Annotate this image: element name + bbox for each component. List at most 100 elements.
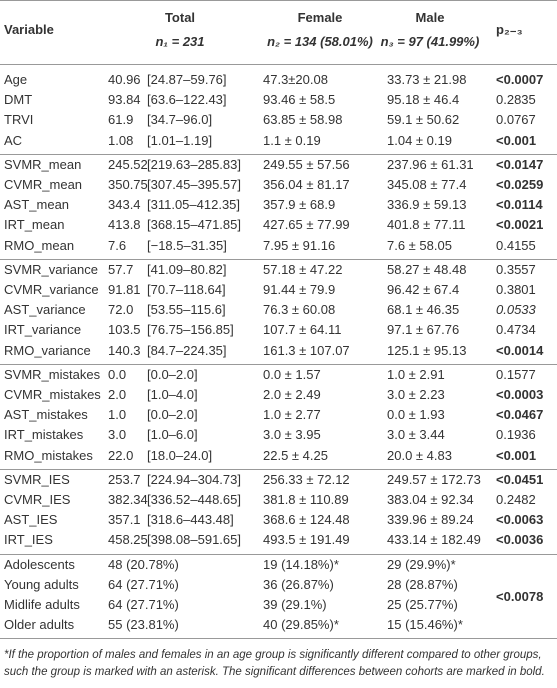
cell: 1.08 (108, 132, 134, 148)
cell: 1.1 ± 0.19 (263, 132, 321, 148)
cell: [311.05–412.35] (147, 197, 241, 213)
cell: 3.0 ± 2.23 (387, 387, 445, 402)
variable-name: AST_mean (4, 197, 70, 213)
cell: 68.1 ± 46.35 (387, 302, 460, 318)
cell: [336.52–448.65] (147, 492, 241, 507)
variable-name: Young adults (4, 576, 79, 592)
cell: 249.57 ± 172.73 (387, 471, 481, 487)
cell: 401.8 ± 77.11 (387, 217, 466, 233)
rule (0, 153, 557, 155)
cell: [−18.5–31.35] (147, 237, 227, 253)
cell: 1.0 ± 2.77 (263, 407, 321, 423)
cell: [63.6–122.43] (147, 92, 227, 108)
variable-name: TRVI (4, 112, 34, 128)
variable-name: AST_variance (4, 302, 86, 318)
cell: 383.04 ± 92.34 (387, 492, 474, 507)
cell: 29 (29.9%)* (387, 556, 456, 572)
variable-name: SVMR_IES (4, 471, 70, 487)
cell: 57.7 (108, 261, 134, 277)
p-value: 0.1577 (496, 366, 536, 382)
cell: 96.42 ± 67.4 (387, 282, 460, 297)
cell: 15 (15.46%)* (387, 617, 463, 633)
cell: 458.25 (108, 532, 148, 548)
cell: 95.18 ± 46.4 (387, 92, 460, 108)
p-value: <0.0078 (496, 589, 544, 604)
cell: 339.96 ± 89.24 (387, 512, 474, 528)
cell: 7.95 ± 91.16 (263, 237, 336, 253)
variable-name: AC (4, 132, 23, 148)
cell: 357.1 (108, 512, 141, 528)
header-sample: n₂ = 134 (58.01%) (267, 34, 373, 49)
cell: 19 (14.18%)* (263, 556, 339, 572)
cell: 28 (28.87%) (387, 576, 458, 592)
p-value: <0.0021 (496, 217, 544, 233)
variable-name: DMT (4, 92, 33, 108)
cell: 1.04 ± 0.19 (387, 132, 452, 148)
variable-name: AST_IES (4, 512, 58, 528)
cell: 237.96 ± 61.31 (387, 156, 474, 172)
cell: 61.9 (108, 112, 134, 128)
cell: 140.3 (108, 342, 141, 358)
footnote: *If the proportion of males and females … (4, 649, 545, 679)
variable-name: Older adults (4, 617, 75, 633)
rule (0, 363, 557, 365)
cell: 357.9 ± 68.9 (263, 197, 336, 213)
rule (0, 468, 557, 470)
cell: 2.0 (108, 387, 127, 402)
variable-name: RMO_mistakes (4, 447, 93, 463)
p-value: 0.1936 (496, 427, 536, 443)
p-value: <0.0114 (496, 197, 543, 213)
p-value: 0.4734 (496, 322, 536, 338)
cell: 345.08 ± 77.4 (387, 177, 467, 192)
cell: 493.5 ± 191.49 (263, 532, 350, 548)
p-value: <0.0003 (496, 387, 544, 402)
header-p: p₂₋₃ (496, 22, 523, 37)
cell: 3.0 ± 3.95 (263, 427, 321, 443)
cell: 0.0 ± 1.57 (263, 366, 321, 382)
variable-name: CVMR_variance (4, 282, 99, 297)
cell: 25 (25.77%) (387, 597, 458, 612)
rule (0, 64, 557, 65)
variable-name: Midlife adults (4, 597, 80, 612)
cell: [0.0–2.0] (147, 366, 198, 382)
cell: 57.18 ± 47.22 (263, 261, 343, 277)
variable-name: IRT_mistakes (4, 427, 84, 443)
p-value: <0.0007 (496, 72, 544, 87)
cell: 368.6 ± 124.48 (263, 512, 350, 528)
cell: 382.34 (108, 492, 148, 507)
rule (0, 553, 557, 555)
cell: 91.44 ± 79.9 (263, 282, 336, 297)
cell: [18.0–24.0] (147, 447, 213, 463)
cell: 22.0 (108, 447, 134, 463)
variable-name: CVMR_mistakes (4, 387, 101, 402)
p-value: 0.3557 (496, 261, 536, 277)
cell: 249.55 ± 57.56 (263, 156, 350, 172)
cell: 161.3 ± 107.07 (263, 342, 350, 358)
cell: 107.7 ± 64.11 (263, 322, 342, 338)
cell: 381.8 ± 110.89 (263, 492, 349, 507)
cell: [24.87–59.76] (147, 72, 227, 87)
header-title: Total (164, 10, 196, 25)
cell: [398.08–591.65] (147, 532, 241, 548)
cell: 58.27 ± 48.48 (387, 261, 467, 277)
variable-name: IRT_variance (4, 322, 82, 338)
p-value: <0.0467 (496, 407, 544, 423)
cell: [70.7–118.64] (147, 282, 226, 297)
cell: 20.0 ± 4.83 (387, 447, 452, 463)
p-value: 0.3801 (496, 282, 536, 297)
p-value: 0.0767 (496, 112, 536, 128)
cell: 36 (26.87%) (263, 576, 334, 592)
cell: [1.0–4.0] (147, 387, 198, 402)
p-value: <0.0063 (496, 512, 544, 528)
cell: 93.46 ± 58.5 (263, 92, 336, 108)
cell: 3.0 ± 3.44 (387, 427, 445, 443)
cell: 7.6 ± 58.05 (387, 237, 452, 253)
cell: [1.01–1.19] (147, 132, 213, 148)
cell: 47.3±20.08 (263, 72, 328, 87)
cell: 433.14 ± 182.49 (387, 532, 481, 548)
p-value: <0.0014 (496, 342, 544, 358)
cell: [84.7–224.35] (147, 342, 227, 358)
cell: [318.6–443.48] (147, 512, 234, 528)
cell: 7.6 (108, 237, 127, 253)
